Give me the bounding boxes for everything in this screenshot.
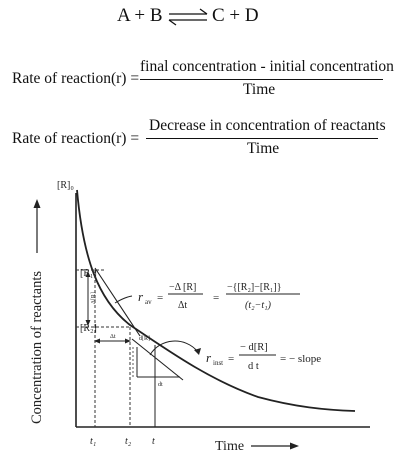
formula-2-denominator: Time xyxy=(247,140,280,157)
concentration-curve xyxy=(76,189,356,412)
delta-r-label: Δ[R] xyxy=(91,292,97,304)
d-r-label: d[R] xyxy=(139,336,150,342)
y-axis-title: Concentration of reactants xyxy=(29,271,45,424)
r-inst-eq: = xyxy=(228,353,234,365)
r-inst-frac-num: − d[R] xyxy=(240,342,268,353)
r-av-frac2-num: −{[R₂]−[R₁]} xyxy=(227,282,282,293)
r-av-frac2-den: (t₂−t₁) xyxy=(245,300,272,311)
delta-t-arrow-icon xyxy=(94,338,131,344)
x-axis-arrow-icon xyxy=(251,442,299,450)
formula-1-numerator: final concentration - initial concentrat… xyxy=(140,58,394,75)
r-inst-frac-den: d t xyxy=(248,361,259,372)
r-av-frac1-den: Δt xyxy=(178,300,187,311)
d-t-label: dt xyxy=(158,382,163,388)
r-av-frac1-num: −Δ [R] xyxy=(169,282,196,293)
instantaneous-rate-expression: r inst = − d[R] d t = − slope xyxy=(206,342,321,372)
formula-2-numerator: Decrease in concentration of reactants xyxy=(149,117,386,134)
delta-r-arrow-icon xyxy=(85,271,91,326)
r2-tick-label: [R₂] xyxy=(80,323,97,334)
r-av-pointer xyxy=(114,295,133,304)
delta-t-label: Δt xyxy=(110,334,116,340)
average-rate-expression: r av = −Δ [R] Δt = −{[R₂]−[R₁]} (t₂−t₁) xyxy=(138,282,300,311)
r-av-symbol: r xyxy=(138,289,144,304)
equation-reactants: A + B xyxy=(117,5,163,26)
initial-concentration-label: [R]₀ xyxy=(57,180,74,191)
x-axis-title: Time xyxy=(215,439,244,454)
t2-tick-label: t₂ xyxy=(125,436,132,447)
y-axis-arrow-icon xyxy=(33,199,41,253)
r-inst-subscript: inst xyxy=(213,359,223,367)
r-inst-pointer xyxy=(149,340,199,356)
r-inst-tail: = − slope xyxy=(280,353,321,365)
equation-products: C + D xyxy=(212,5,259,26)
r-inst-symbol: r xyxy=(206,350,212,365)
r-av-eq1: = xyxy=(157,292,163,304)
r-av-subscript: av xyxy=(145,298,152,306)
r-av-eq2: = xyxy=(213,292,219,304)
formula-1-fraction-bar xyxy=(140,79,383,81)
formula-2-fraction-bar xyxy=(146,138,378,140)
formula-1-label: Rate of reaction(r) = xyxy=(12,70,140,87)
t1-tick-label: t₁ xyxy=(90,436,96,447)
r-inst-arrowhead-icon xyxy=(194,348,201,355)
t-tick-label: t xyxy=(152,436,155,447)
tangent-triangle xyxy=(131,338,184,381)
formula-1-denominator: Time xyxy=(243,81,276,98)
formula-2-label: Rate of reaction(r) = xyxy=(12,130,140,147)
